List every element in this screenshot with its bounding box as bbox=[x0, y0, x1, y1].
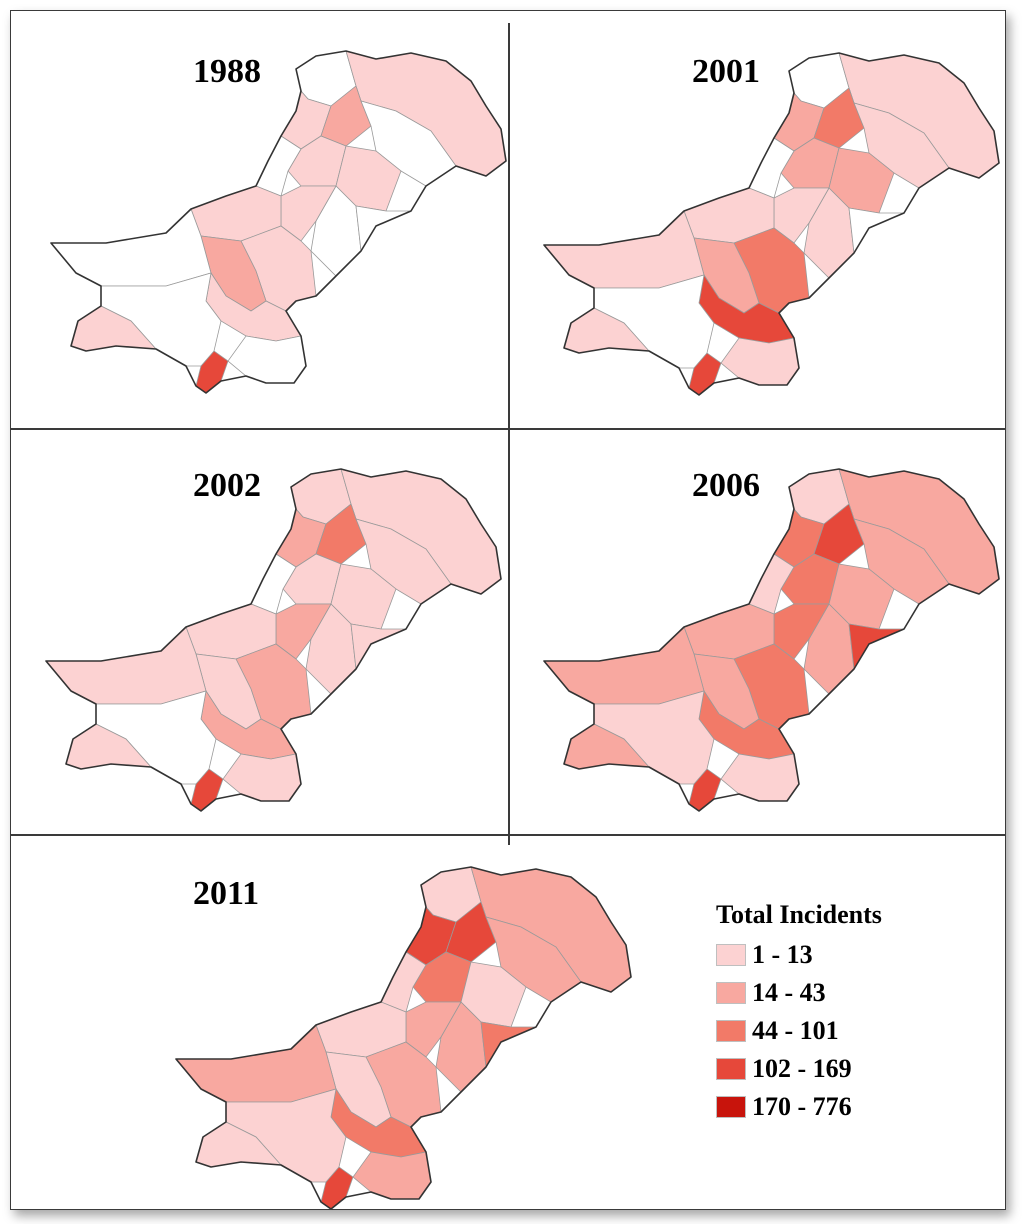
horizontal-divider-2 bbox=[11, 834, 1005, 836]
legend-title: Total Incidents bbox=[716, 900, 882, 929]
map-body bbox=[45, 468, 502, 812]
map-panel-2011: 2011 bbox=[11, 835, 711, 1209]
vertical-divider bbox=[508, 23, 510, 845]
pakistan-map-2006 bbox=[543, 468, 1000, 812]
legend-label: 1 - 13 bbox=[752, 940, 813, 969]
legend-label: 102 - 169 bbox=[752, 1054, 852, 1083]
district-region bbox=[543, 210, 705, 289]
map-body bbox=[543, 468, 1000, 812]
pakistan-map-2002 bbox=[45, 468, 502, 812]
district-region bbox=[222, 753, 302, 802]
legend-item: 14 - 43 bbox=[716, 974, 882, 1012]
district-region bbox=[543, 626, 705, 705]
legend-item: 1 - 13 bbox=[716, 936, 882, 974]
map-panel-2006: 2006 bbox=[509, 429, 1005, 834]
legend-label: 170 - 776 bbox=[752, 1092, 852, 1121]
legend-swatch bbox=[716, 1096, 746, 1118]
panel-year-label: 1988 bbox=[193, 53, 261, 90]
figure-frame: 1988 2001 2002 2006 2011 bbox=[10, 10, 1006, 1210]
country-border bbox=[175, 866, 632, 1209]
panel-year-label: 2006 bbox=[692, 467, 760, 504]
legend-label: 14 - 43 bbox=[752, 978, 826, 1007]
district-region bbox=[720, 753, 800, 802]
map-panel-1988: 1988 bbox=[11, 11, 508, 428]
pakistan-map-2001 bbox=[543, 52, 1000, 396]
district-region bbox=[352, 1151, 432, 1200]
legend-swatch bbox=[716, 982, 746, 1004]
legend-item: 170 - 776 bbox=[716, 1088, 882, 1126]
panel-year-label: 2002 bbox=[193, 467, 261, 504]
district-region bbox=[45, 626, 207, 705]
country-border bbox=[543, 52, 1000, 396]
legend-swatch bbox=[716, 1020, 746, 1042]
map-body bbox=[175, 866, 632, 1209]
district-region bbox=[227, 335, 307, 384]
district-region bbox=[720, 337, 800, 386]
panel-year-label: 2001 bbox=[692, 53, 760, 90]
pakistan-map-1988 bbox=[50, 50, 507, 394]
map-body bbox=[50, 50, 507, 394]
legend-label: 44 - 101 bbox=[752, 1016, 839, 1045]
legend-item: 44 - 101 bbox=[716, 1012, 882, 1050]
map-panel-2002: 2002 bbox=[11, 429, 508, 834]
legend-item: 102 - 169 bbox=[716, 1050, 882, 1088]
district-region bbox=[50, 208, 212, 287]
pakistan-map-2011 bbox=[175, 866, 632, 1209]
map-panel-2001: 2001 bbox=[509, 11, 1005, 428]
district-region bbox=[175, 1024, 337, 1103]
legend-swatch bbox=[716, 1058, 746, 1080]
map-legend: Total Incidents 1 - 13 14 - 43 44 - 101 … bbox=[716, 900, 882, 1126]
legend-swatch bbox=[716, 944, 746, 966]
map-body bbox=[543, 52, 1000, 396]
horizontal-divider-1 bbox=[11, 428, 1005, 430]
country-border bbox=[50, 50, 507, 394]
country-border bbox=[543, 468, 1000, 812]
country-border bbox=[45, 468, 502, 812]
panel-year-label: 2011 bbox=[193, 875, 260, 912]
